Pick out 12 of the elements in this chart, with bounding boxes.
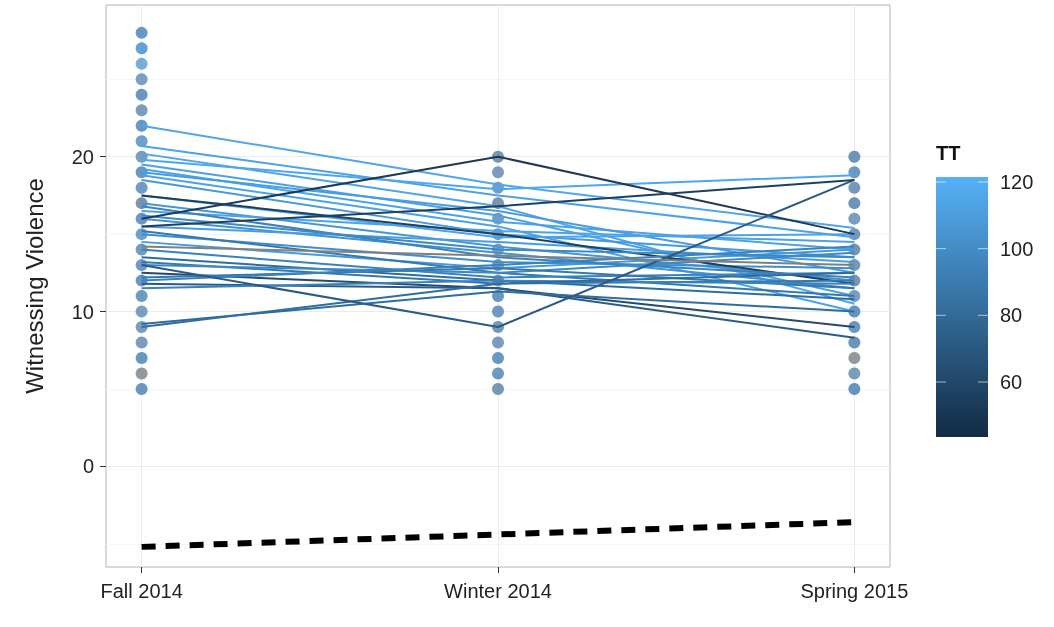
color-bar-label: 80 (1000, 304, 1023, 327)
y-axis-title: Witnessing Violence (20, 178, 48, 394)
x-tick-label: Winter 2014 (444, 580, 552, 602)
y-tick-label: 0 (82, 455, 94, 478)
y-tick-label: 10 (71, 300, 94, 323)
y-tick-label: 20 (71, 145, 94, 168)
color-bar-label: 120 (1000, 171, 1034, 193)
x-tick-label: Fall 2014 (100, 580, 183, 602)
x-tick-label: Spring 2015 (800, 580, 909, 602)
color-bar-title: TT (936, 142, 961, 164)
color-bar-label: 60 (1000, 371, 1023, 393)
color-bar-label: 100 (1000, 237, 1034, 260)
